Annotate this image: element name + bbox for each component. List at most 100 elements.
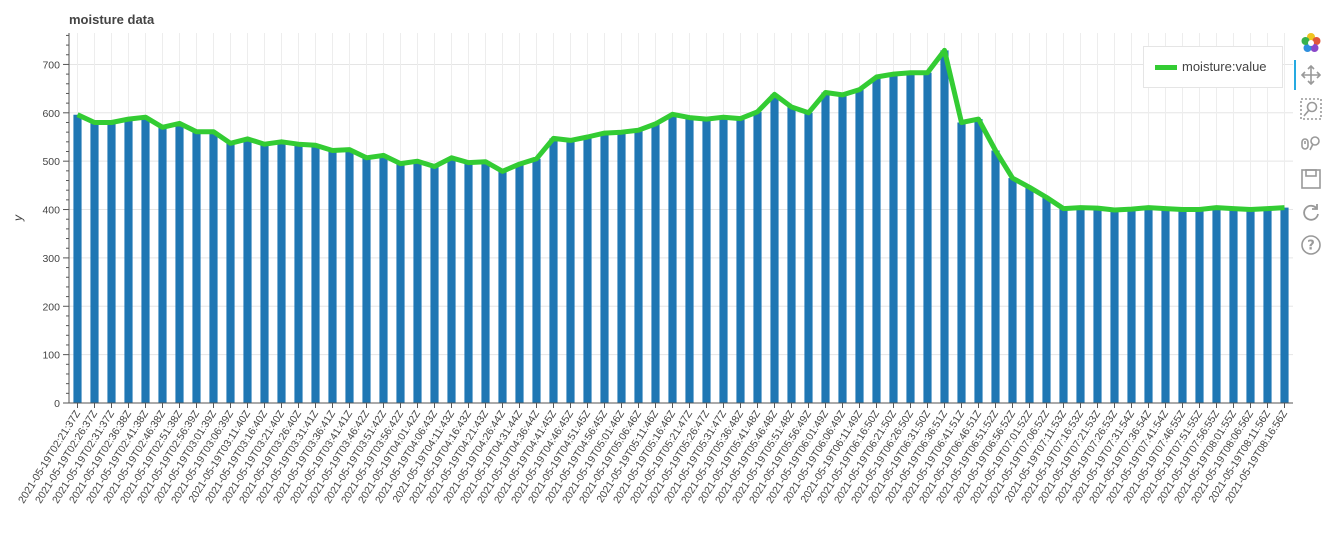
bar — [906, 72, 915, 404]
bar — [821, 92, 830, 403]
bar — [498, 171, 507, 403]
bar — [345, 149, 354, 403]
series-line-moisture — [76, 47, 1285, 213]
bar — [464, 162, 473, 403]
box-zoom-icon[interactable] — [1296, 96, 1326, 122]
x-tick-labels: 2021-05-19T02:21:37Z2021-05-19T02:26:37Z… — [16, 408, 1290, 506]
bar — [549, 138, 558, 403]
bar — [1280, 207, 1289, 403]
bar — [277, 141, 286, 403]
bar — [872, 77, 881, 404]
wheel-zoom-icon[interactable] — [1296, 130, 1326, 156]
bar — [141, 117, 150, 403]
bar — [1229, 208, 1238, 403]
bar — [1161, 208, 1170, 403]
bar — [328, 150, 337, 403]
bar — [124, 119, 133, 404]
bar — [566, 140, 575, 403]
bar — [226, 143, 235, 403]
legend-label: moisture:value — [1182, 59, 1267, 74]
y-tick-label: 300 — [42, 253, 60, 265]
bar — [736, 118, 745, 403]
bar — [1263, 208, 1272, 403]
bar — [532, 158, 541, 403]
bar — [770, 94, 779, 403]
bars-group — [73, 50, 1289, 404]
pan-icon[interactable] — [1296, 62, 1326, 88]
bar — [991, 150, 1000, 403]
bar — [957, 122, 966, 404]
bar — [1195, 209, 1204, 403]
legend: moisture:value — [1143, 46, 1283, 88]
bar — [1127, 209, 1136, 403]
bar — [107, 122, 116, 404]
bar — [889, 74, 898, 403]
chart-title: moisture data — [69, 12, 155, 27]
bar — [617, 132, 626, 403]
bar — [583, 136, 592, 403]
bokeh-logo-icon[interactable] — [1296, 30, 1326, 56]
bar — [73, 114, 82, 404]
bar — [787, 107, 796, 403]
legend-swatch — [1155, 65, 1177, 70]
bar — [855, 89, 864, 404]
grid-lines — [69, 33, 1293, 404]
bar — [1025, 187, 1034, 403]
bar — [158, 127, 167, 404]
bar — [1110, 210, 1119, 403]
bar — [379, 155, 388, 403]
bar — [838, 94, 847, 403]
bar — [90, 122, 99, 404]
bar — [515, 164, 524, 403]
bar — [685, 117, 694, 403]
y-tick-label: 500 — [42, 156, 60, 168]
y-tick-label: 700 — [42, 59, 60, 71]
bar — [1144, 207, 1153, 403]
help-icon[interactable]: ? — [1296, 232, 1326, 258]
bar — [192, 131, 201, 403]
bar — [804, 112, 813, 403]
y-tick-label: 600 — [42, 108, 60, 120]
bar — [294, 144, 303, 404]
bar — [175, 123, 184, 403]
y-tick-label: 400 — [42, 205, 60, 217]
bar — [974, 119, 983, 404]
bar — [1059, 208, 1068, 403]
bar — [1178, 209, 1187, 403]
bar — [634, 130, 643, 403]
bar — [413, 161, 422, 403]
y-tick-labels: 0 100 200 300 400 500 600 700 — [42, 59, 60, 410]
bar — [362, 157, 371, 403]
bar — [447, 157, 456, 403]
active-tool-indicator — [1294, 60, 1296, 90]
bar — [311, 145, 320, 403]
bar — [923, 72, 932, 404]
y-tick-label: 100 — [42, 350, 60, 362]
axes — [63, 33, 1293, 408]
bar — [1093, 208, 1102, 403]
bar — [243, 138, 252, 403]
bar — [600, 133, 609, 403]
bar — [1042, 197, 1051, 403]
bar — [702, 119, 711, 404]
bar — [753, 111, 762, 403]
bar — [940, 50, 949, 403]
bar — [668, 114, 677, 403]
bar — [1008, 178, 1017, 403]
bar — [481, 161, 490, 403]
bar — [1212, 207, 1221, 403]
bar — [719, 117, 728, 403]
bar — [1246, 209, 1255, 403]
bar — [651, 123, 660, 404]
bar — [430, 166, 439, 403]
bar — [1076, 207, 1085, 403]
y-tick-label: 200 — [42, 301, 60, 313]
reset-icon[interactable] — [1296, 200, 1326, 226]
bar — [209, 131, 218, 403]
bar — [396, 163, 405, 403]
svg-text:?: ? — [1307, 239, 1315, 254]
save-icon[interactable] — [1296, 166, 1326, 192]
bar — [260, 144, 269, 404]
y-axis-label: y — [11, 214, 25, 222]
